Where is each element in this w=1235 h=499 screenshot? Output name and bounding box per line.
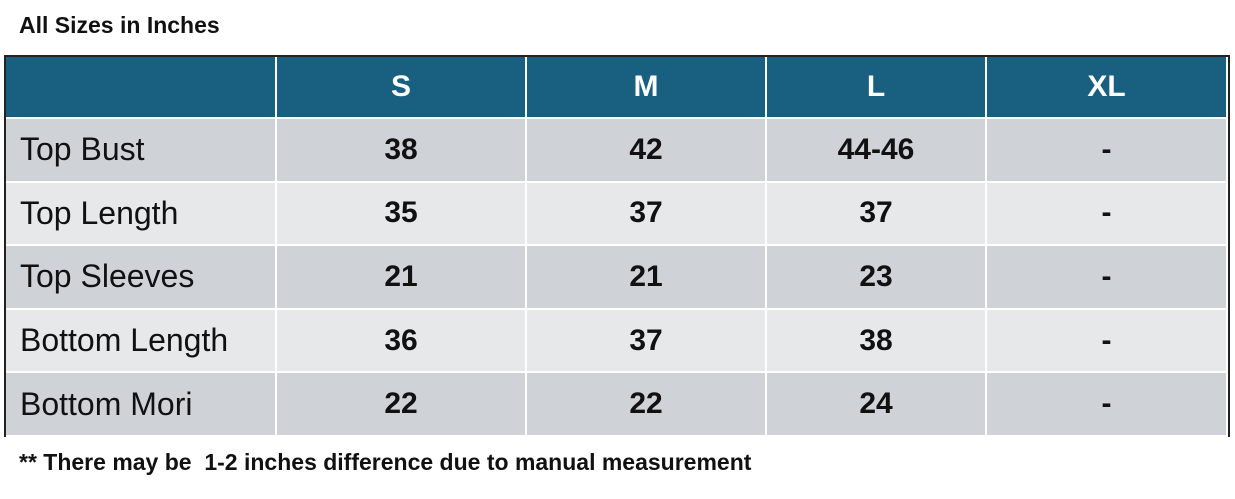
cell-value: 44-46 <box>767 119 987 183</box>
row-label: Top Length <box>6 182 277 247</box>
cell-value: 38 <box>767 309 987 374</box>
header-corner <box>6 57 277 119</box>
cell-value: 37 <box>767 182 987 247</box>
cell-value: 35 <box>277 182 527 247</box>
cell-value: - <box>987 119 1228 183</box>
cell-value: 21 <box>277 246 527 310</box>
cell-value: 36 <box>277 309 527 374</box>
column-header: L <box>767 57 987 119</box>
cell-value: 24 <box>767 373 987 437</box>
size-table: S M L XL Top Bust 38 42 44-46- Top Length 35 37 37-… <box>4 55 1230 437</box>
column-header: XL <box>987 57 1228 119</box>
cell-value: - <box>987 309 1228 374</box>
cell-value: 22 <box>277 373 527 437</box>
cell-value: 37 <box>527 309 767 374</box>
cell-value: 37 <box>527 182 767 247</box>
cell-value: 23 <box>767 246 987 310</box>
cell-value: - <box>987 182 1228 247</box>
cell-value: 38 <box>277 119 527 183</box>
title: All Sizes in Inches <box>19 12 220 38</box>
cell-value: 42 <box>527 119 767 183</box>
cell-value: - <box>987 246 1228 310</box>
cell-value: 21 <box>527 246 767 310</box>
cell-value: - <box>987 373 1228 437</box>
column-header: M <box>527 57 767 119</box>
footnote: ** There may be 1-2 inches difference du… <box>19 449 752 475</box>
row-label: Top Bust <box>6 119 277 183</box>
cell-value: 22 <box>527 373 767 437</box>
row-label: Bottom Mori <box>6 373 277 437</box>
row-label: Top Sleeves <box>6 246 277 310</box>
column-header: S <box>277 57 527 119</box>
row-label: Bottom Length <box>6 309 277 374</box>
